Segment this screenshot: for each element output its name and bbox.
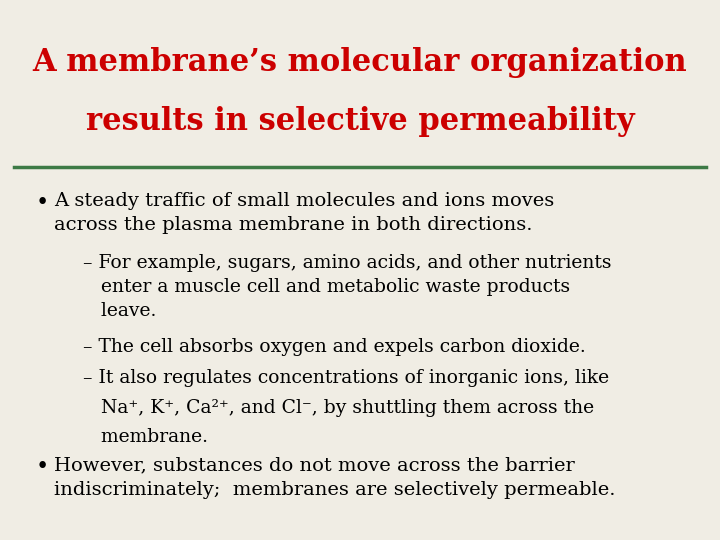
Text: •: • <box>36 192 49 214</box>
Text: However, substances do not move across the barrier
indiscriminately;  membranes : However, substances do not move across t… <box>54 456 616 498</box>
Text: – It also regulates concentrations of inorganic ions, like: – It also regulates concentrations of in… <box>83 369 609 387</box>
Text: – For example, sugars, amino acids, and other nutrients
   enter a muscle cell a: – For example, sugars, amino acids, and … <box>83 254 611 320</box>
Text: – The cell absorbs oxygen and expels carbon dioxide.: – The cell absorbs oxygen and expels car… <box>83 338 585 355</box>
Text: A steady traffic of small molecules and ions moves
across the plasma membrane in: A steady traffic of small molecules and … <box>54 192 554 234</box>
Text: Na⁺, K⁺, Ca²⁺, and Cl⁻, by shuttling them across the: Na⁺, K⁺, Ca²⁺, and Cl⁻, by shuttling the… <box>83 399 594 416</box>
Text: A membrane’s molecular organization: A membrane’s molecular organization <box>32 46 688 78</box>
Text: membrane.: membrane. <box>83 428 208 446</box>
Text: •: • <box>36 456 49 478</box>
Text: results in selective permeability: results in selective permeability <box>86 106 634 137</box>
